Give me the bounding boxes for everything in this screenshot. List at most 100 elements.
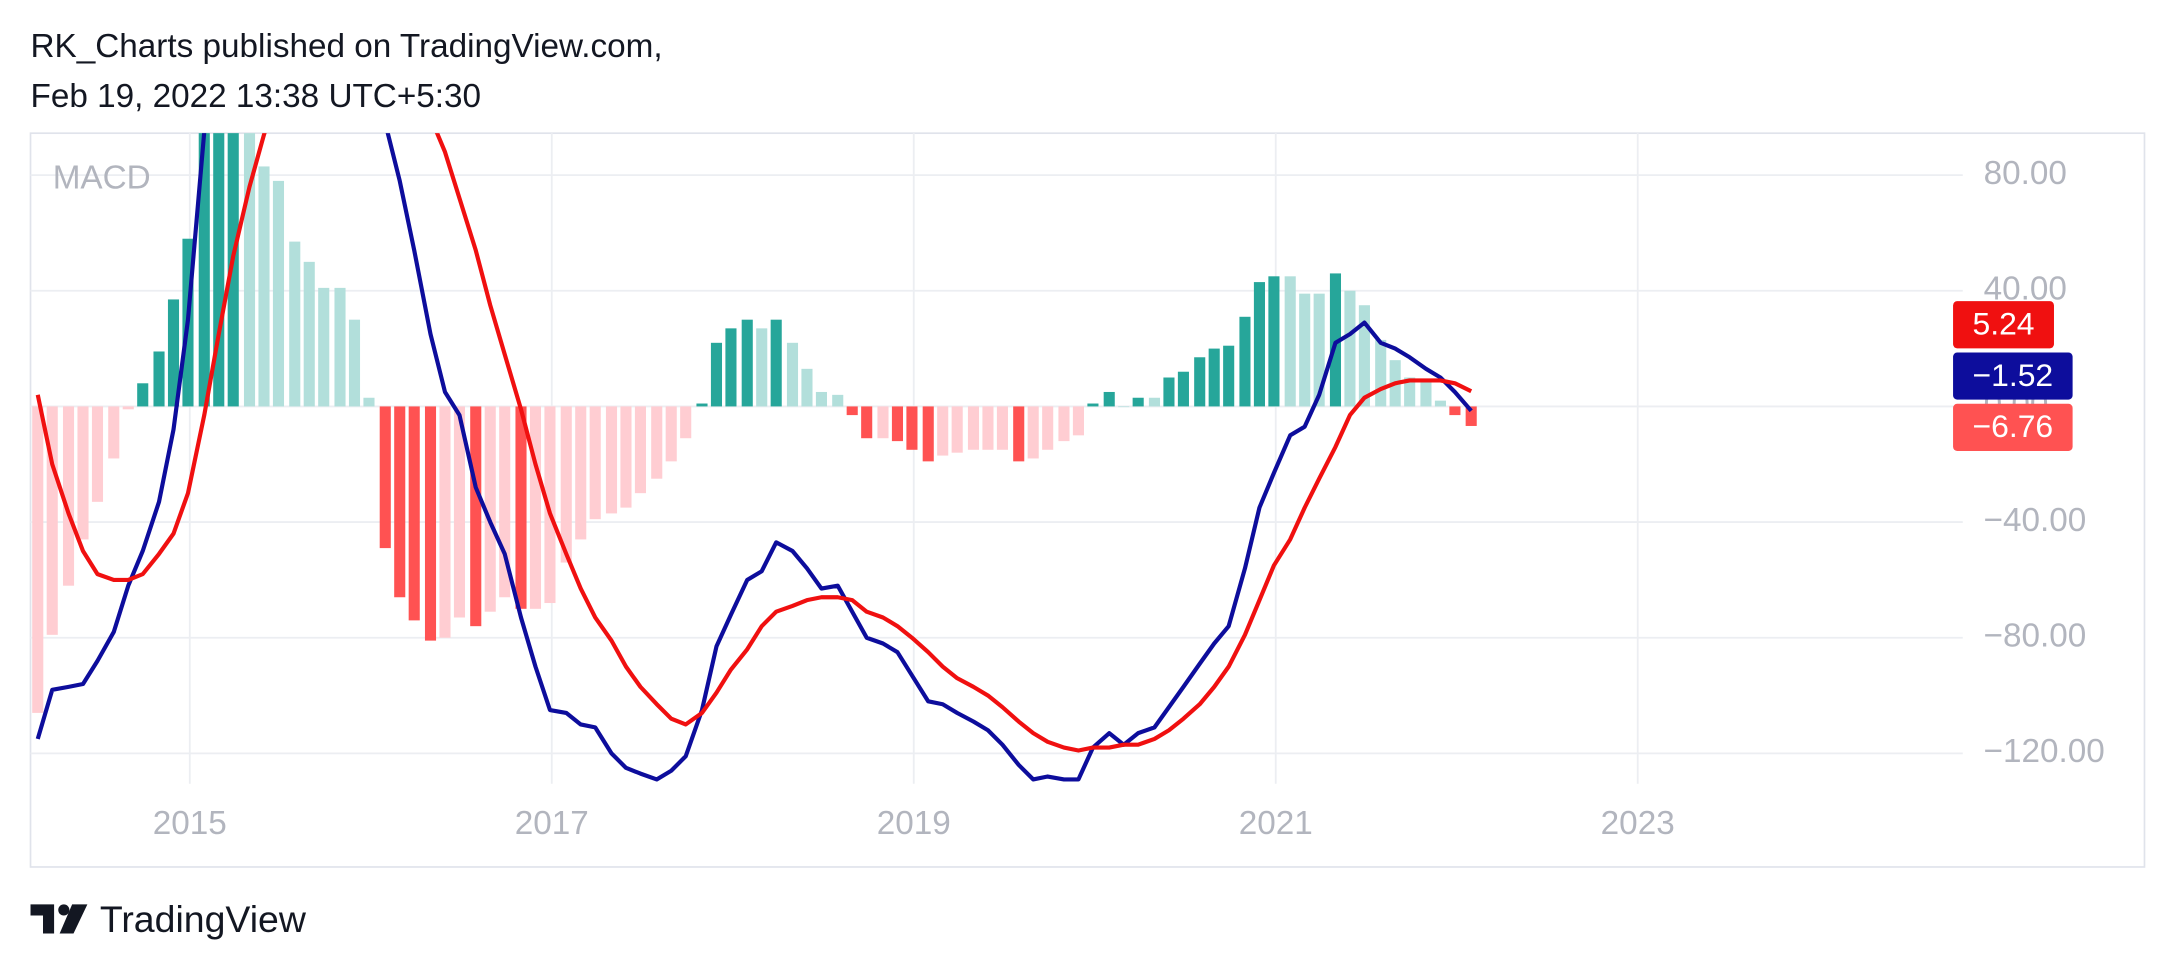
histogram-bar [1404,377,1416,407]
last-value-box [1953,352,2073,400]
histogram-bar [1299,293,1311,407]
labels: 5.24 −1.52 −6.76 [1953,301,2073,451]
histogram-bar [227,133,239,407]
histogram-bar [877,406,889,439]
histogram-bar [741,319,753,407]
histogram-bar [515,406,527,609]
histogram-bar [453,406,466,618]
histogram-bar [77,406,89,540]
histogram-bar [394,406,406,598]
brand: TradingView [100,898,307,940]
histogram-bar [770,319,782,407]
histogram-bar [967,406,980,450]
histogram-bar [1087,403,1099,407]
histogram-bar [439,406,451,638]
histogram-bar [484,406,496,612]
histogram-bar [560,406,572,563]
histogram-bar [499,406,511,598]
histogram-bar [153,351,165,407]
histogram-bar [258,166,270,407]
histogram-bar [620,406,632,508]
histogram-bar [1449,406,1461,416]
grid: 80.0040.000.00−40.00−80.00−120.002015201… [30,133,2105,842]
histogram-bar [665,406,677,462]
histogram-bar [363,397,375,407]
histogram-bar [1465,406,1477,426]
histogram-bar [348,319,361,407]
histogram-bar [272,180,285,407]
histogram-bar [1268,276,1280,407]
histogram-bar [470,406,482,627]
publish-date: Feb 19, 2022 13:38 UTC+5:30 [31,78,482,115]
histogram-bar [922,406,934,462]
tradingview-logo [30,904,88,934]
line-series [35,133,1473,753]
histogram-bar [1344,290,1356,407]
last-value-box [1953,403,2073,451]
histogram-bar [1223,345,1235,407]
last-value-label: −1.52 [1972,357,2053,393]
histogram-bar [801,368,813,407]
histogram-bar [1358,305,1370,407]
y-tick-label: 80.00 [1984,155,2067,192]
histogram-bar [289,241,301,407]
histogram-bar [62,406,75,586]
histogram-bar [303,261,315,407]
histogram-bar [832,394,844,407]
histogram-bar [1148,397,1161,407]
histogram-bar [861,406,873,439]
histogram-bar [786,342,799,407]
x-tick-label: 2019 [877,805,951,842]
histogram-bar [1163,377,1175,407]
histogram-bar [408,406,420,621]
histogram-bar [1027,406,1039,459]
histogram-bar [1284,276,1296,407]
histogram-bar [334,287,346,407]
histogram-bar [318,287,330,407]
last-value-tag: 5.24 [1953,301,2054,349]
histogram-bar [243,133,256,407]
histogram-bar [108,406,120,459]
last-value-label: −6.76 [1972,408,2053,444]
y-tick-label: −120.00 [1984,733,2105,770]
histogram-bar [167,299,180,407]
x-tick-label: 2023 [1601,805,1675,842]
author-line: RK_Charts published on TradingView.com, [31,28,663,65]
histogram-bar [605,406,618,514]
x-tick-label: 2021 [1239,805,1313,842]
x-tick-label: 2017 [515,805,589,842]
histogram-bar [996,406,1008,450]
line-series [35,133,1473,782]
histogram-bar [1103,391,1115,407]
histogram-bar [1420,380,1432,407]
y-tick-label: −40.00 [1984,502,2087,539]
histogram-bar [589,406,601,520]
histogram-bar [951,406,963,453]
histogram-bar [1132,397,1144,407]
histogram-bar [1253,282,1265,407]
histogram-bar [725,328,737,407]
histogram-bar [575,406,587,540]
histogram-bar [379,406,391,549]
histogram-bar [1434,400,1446,407]
histogram-bar [198,133,210,407]
x-tick-label: 2015 [153,805,227,842]
histogram-bar [1208,348,1220,407]
histogram-bar [1375,339,1387,407]
histogram-bar [544,406,556,604]
histogram-bar [846,406,858,416]
histogram-bar [424,406,437,641]
histogram-bar [213,133,225,407]
histogram-bar [1013,406,1025,462]
histogram-bar [680,406,692,439]
histogram-bar [1118,406,1130,408]
histogram-bar [906,406,918,450]
y-tick-label: −80.00 [1984,618,2087,655]
indicator-title: MACD [53,160,151,197]
histogram-bar [937,406,949,456]
histogram-bar [91,406,104,502]
histogram-bar [1042,406,1054,450]
histogram-bar [1177,371,1189,407]
last-value-box [1953,301,2054,349]
